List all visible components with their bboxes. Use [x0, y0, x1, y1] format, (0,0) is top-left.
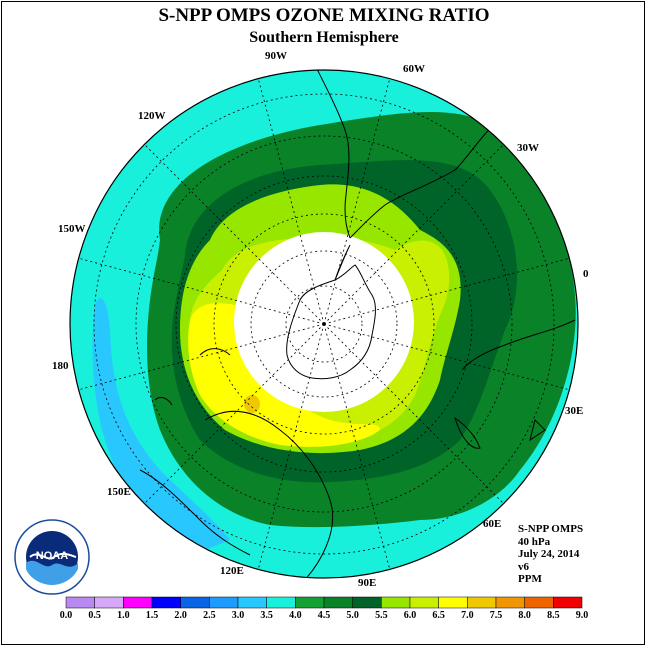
noaa-logo: NOAA [14, 519, 90, 595]
meridian-line [323, 323, 576, 392]
meridian-line [323, 139, 509, 325]
colorbar-swatch [295, 596, 325, 609]
colorbar-swatch [467, 596, 497, 609]
colorbar-tick-label: 7.0 [461, 610, 474, 621]
info-date: July 24, 2014 [518, 548, 580, 560]
south-america-east-coast [349, 119, 501, 239]
lon-label-30e: 30E [565, 405, 584, 417]
ozone-band-6.5-7 [244, 395, 260, 413]
colorbar-swatch [495, 596, 525, 609]
colorbar-tick-label: 5.5 [375, 610, 388, 621]
maritime-continent-coast [139, 469, 251, 556]
colorbar-tick-label: 6.5 [432, 610, 445, 621]
colorbar-tick-label: 0.0 [59, 610, 73, 621]
meridian-line [323, 72, 392, 325]
info-instrument: S-NPP OMPS [518, 523, 584, 535]
lon-label-90e: 90E [358, 577, 377, 589]
madagascar-coast [454, 416, 481, 449]
map-title: S-NPP OMPS OZONE MIXING RATIO [158, 5, 490, 26]
lon-label-120w: 120W [138, 110, 166, 122]
colorbar-tick-label: 9.0 [575, 610, 589, 621]
colorbar-tick-label: 8.5 [547, 610, 560, 621]
lon-label-0: 0 [583, 268, 589, 280]
colorbar-tick-label: 6.0 [403, 610, 417, 621]
meridian-line [323, 323, 509, 509]
colorbar-tick-label: 4.0 [289, 610, 302, 621]
colorbar-tick-label: 0.5 [88, 610, 101, 621]
colorbar-tick-label: 7.5 [489, 610, 503, 621]
meridian-line [256, 323, 325, 576]
antarctic-peninsula [334, 244, 351, 281]
lon-label-120e: 120E [220, 565, 244, 577]
map-subtitle: Southern Hemisphere [249, 29, 399, 46]
meridian-line [72, 256, 325, 325]
colorbar-swatch [381, 596, 411, 609]
colorbar-swatch [65, 596, 95, 609]
polar-no-data-cap [234, 232, 414, 412]
colorbar-tick-label: 2.0 [174, 610, 187, 621]
meridian-line [139, 323, 325, 509]
australia-coast [204, 410, 334, 578]
lon-label-60e: 60E [483, 518, 502, 530]
lon-label-90w: 90W [265, 50, 287, 62]
info-pressure: 40 hPa [518, 535, 551, 548]
colorbar-tick-label: 8.0 [518, 610, 531, 621]
lon-label-180: 180 [52, 360, 69, 372]
indian-ocean-islands [529, 419, 546, 442]
meridian-line [323, 323, 392, 576]
colorbar-swatch [151, 596, 181, 609]
colorbar-tick-label: 4.5 [317, 610, 331, 621]
lon-label-150w: 150W [58, 223, 86, 235]
lon-label-150e: 150E [107, 486, 131, 498]
meridian-line [256, 72, 325, 325]
product-info: S-NPP OMPS 40 hPa July 24, 2014 v6 PPM [518, 523, 583, 586]
antarctica-coast [286, 264, 376, 380]
colorbar-swatch [180, 596, 210, 609]
south-america-coast [314, 70, 351, 239]
colorbar-tick-label: 1.0 [117, 610, 130, 621]
colorbar-tick-label: 3.0 [231, 610, 245, 621]
colorbar-swatch [438, 596, 468, 609]
colorbar-tick-label: 1.5 [145, 610, 159, 621]
colorbar-swatch [266, 596, 296, 609]
coastlines [139, 70, 576, 578]
meridian-line [323, 256, 576, 325]
africa-coast [461, 319, 576, 371]
info-version: v6 [518, 560, 529, 573]
colorbar-swatch [409, 596, 439, 609]
colorbar-swatch [323, 596, 353, 609]
noaa-logo-text: NOAA [36, 550, 68, 562]
lon-label-30w: 30W [517, 142, 539, 154]
colorbar-swatch [209, 596, 239, 609]
colorbar [65, 596, 583, 609]
ozone-band-5.5-6-east [415, 256, 439, 288]
colorbar-tick-label: 5.0 [346, 610, 359, 621]
colorbar-tick-label: 2.5 [203, 610, 216, 621]
south-pole-marker [322, 322, 326, 326]
colorbar-tick-label: 3.5 [260, 610, 273, 621]
info-units: PPM [518, 573, 542, 585]
lon-label-60w: 60W [403, 63, 425, 75]
colorbar-swatch [237, 596, 267, 609]
meridian-line [139, 139, 325, 325]
map-boundary [69, 69, 579, 579]
colorbar-swatch [123, 596, 153, 609]
new-zealand-coast [154, 348, 231, 406]
colorbar-swatch [553, 596, 583, 609]
colorbar-swatch [352, 596, 382, 609]
colorbar-swatch [524, 596, 554, 609]
meridian-line [72, 323, 325, 392]
graticule [72, 72, 576, 576]
colorbar-swatch [94, 596, 124, 609]
